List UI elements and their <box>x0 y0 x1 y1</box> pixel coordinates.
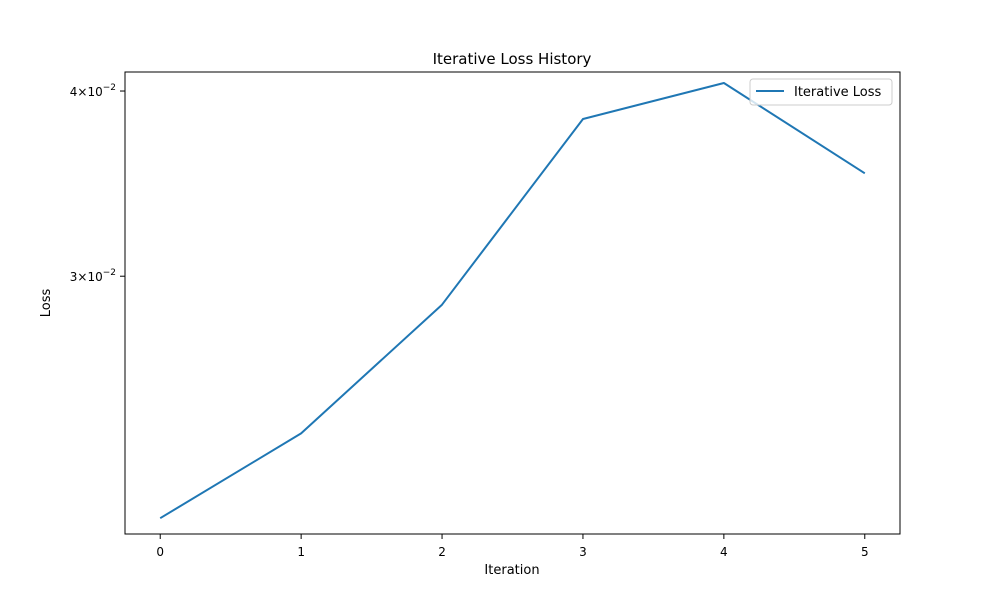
x-axis-ticks: 0 1 2 3 4 5 <box>156 534 869 559</box>
x-tick-label: 0 <box>156 545 164 559</box>
x-tick-label: 2 <box>438 545 446 559</box>
y-tick-label: 3×10−2 <box>70 268 116 284</box>
y-tick-label: 4×10−2 <box>70 83 116 99</box>
series-line-0 <box>159 82 866 520</box>
y-axis-label: Loss <box>39 289 54 318</box>
x-tick-label: 3 <box>579 545 587 559</box>
plot-area-frame <box>124 71 901 535</box>
legend-entry-label: Iterative Loss <box>794 85 882 100</box>
y-axis-ticks: 3×10−2 4×10−2 <box>70 83 125 284</box>
chart-title: Iterative Loss History <box>433 50 592 68</box>
x-tick-label: 5 <box>861 545 869 559</box>
plot-line-layer <box>159 82 866 520</box>
legend: Iterative Loss <box>749 78 893 106</box>
x-axis-label: Iteration <box>484 563 539 578</box>
x-tick-label: 4 <box>720 545 728 559</box>
legend-box <box>749 78 893 106</box>
x-tick-label: 1 <box>297 545 305 559</box>
